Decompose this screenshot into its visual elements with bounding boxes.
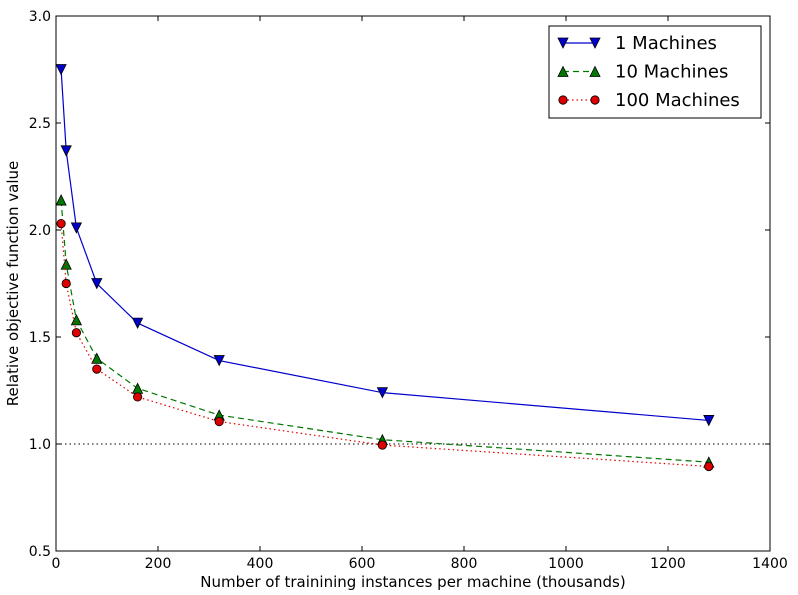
- tick-layer: 0 200 400 600 800 1000 1200 1400 0.5 1.0 1.5 2.0 2.5…: [29, 9, 788, 572]
- x-tick-label: 1000: [548, 556, 584, 572]
- data-point: [70, 222, 83, 234]
- data-point: [214, 416, 224, 427]
- data-point: [92, 364, 102, 374]
- data-point: [71, 328, 82, 338]
- data-point: [61, 278, 71, 289]
- legend-item: 100 Machines: [558, 90, 740, 111]
- legend-label: 10 Machines: [615, 62, 728, 83]
- y-tick-label: 0.5: [29, 544, 51, 560]
- data-point: [376, 387, 389, 399]
- legend-marker: [557, 37, 569, 49]
- legend-marker: [590, 95, 600, 105]
- series-line: [60, 199, 709, 463]
- x-tick-label: 200: [145, 556, 172, 572]
- x-tick-label: 400: [247, 556, 274, 572]
- y-axis-title: Relative objective function value: [4, 161, 22, 407]
- data-point: [703, 415, 715, 427]
- y-tick-label: 3.0: [29, 9, 51, 25]
- data-point: [60, 258, 72, 270]
- series-line: [60, 223, 709, 468]
- x-tick-label: 800: [451, 556, 478, 572]
- data-point: [56, 218, 66, 229]
- x-tick-label: 600: [349, 556, 376, 572]
- legend-item: 10 Machines: [557, 62, 728, 83]
- data-point: [55, 64, 67, 76]
- y-tick-label: 2.5: [29, 116, 51, 132]
- y-tick-label: 1.0: [29, 437, 51, 453]
- legend-marker: [589, 65, 601, 77]
- data-point: [91, 278, 103, 290]
- legend-marker: [589, 37, 601, 49]
- x-tick-label: 1200: [650, 556, 686, 572]
- x-axis-title: Number of trainining instances per machi…: [200, 573, 625, 591]
- legend-marker: [558, 95, 568, 105]
- data-point: [377, 440, 387, 450]
- series-1: [55, 64, 715, 427]
- y-tick-label: 1.5: [29, 330, 51, 346]
- data-point: [55, 194, 67, 206]
- data-point: [60, 145, 72, 157]
- data-point: [133, 392, 143, 402]
- data-point: [131, 317, 144, 329]
- series-line: [60, 69, 709, 422]
- legend-marker: [557, 65, 569, 77]
- x-tick-label: 0: [52, 556, 61, 572]
- data-point: [91, 352, 103, 364]
- legend: 1 Machines 10 Machines 100 Machines: [548, 25, 762, 119]
- data-point: [704, 461, 714, 472]
- legend-item: 1 Machines: [557, 33, 717, 54]
- series-layer: [55, 64, 715, 472]
- series-3: [56, 218, 714, 472]
- legend-label: 1 Machines: [615, 33, 717, 54]
- legend-label: 100 Machines: [615, 90, 740, 111]
- plot-frame: [55, 15, 771, 552]
- data-point: [213, 355, 225, 367]
- y-tick-label: 2.0: [29, 223, 51, 239]
- x-tick-label: 1400: [752, 556, 788, 572]
